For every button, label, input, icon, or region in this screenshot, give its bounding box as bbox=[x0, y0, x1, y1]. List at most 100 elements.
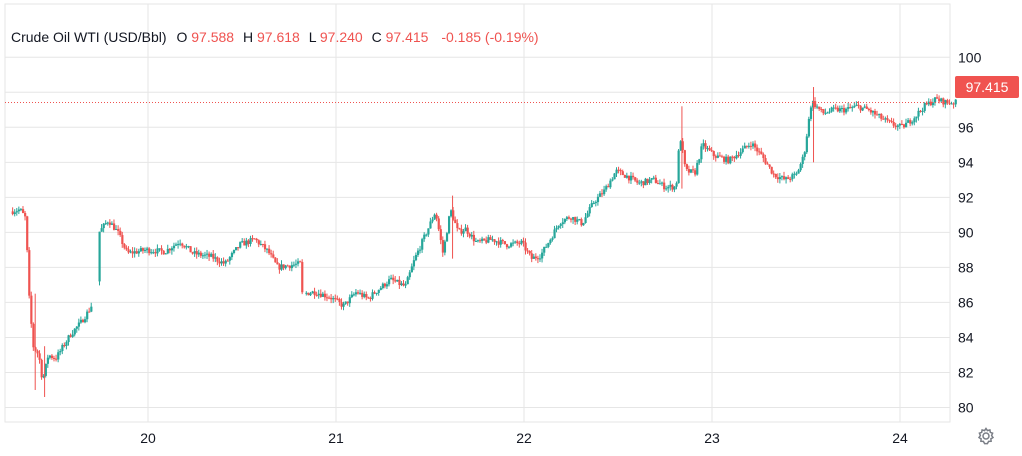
candle-body bbox=[466, 227, 469, 234]
candle-body bbox=[234, 247, 238, 251]
candle-body bbox=[675, 183, 678, 187]
candle-body bbox=[489, 237, 492, 240]
candle-body bbox=[816, 106, 819, 108]
candle-body bbox=[476, 240, 480, 242]
candle-body bbox=[439, 229, 442, 241]
candle-body bbox=[669, 184, 672, 187]
candle-body bbox=[857, 104, 860, 106]
candle-body bbox=[536, 258, 540, 260]
candle-body bbox=[855, 104, 858, 106]
candle-body bbox=[921, 110, 924, 112]
candle-body bbox=[363, 294, 366, 297]
candle-body bbox=[882, 118, 885, 120]
candle-body bbox=[491, 239, 494, 241]
low-label: L bbox=[308, 29, 316, 45]
candle-body bbox=[40, 359, 43, 378]
candle-body bbox=[894, 125, 897, 127]
candle-body bbox=[226, 260, 229, 262]
candle-body bbox=[429, 221, 432, 229]
candle-body bbox=[410, 266, 413, 273]
candle-body bbox=[359, 292, 362, 294]
y-tick-label: 100 bbox=[958, 49, 982, 65]
candle-body bbox=[783, 176, 786, 180]
candle-body bbox=[321, 293, 325, 297]
candle-body bbox=[270, 253, 273, 255]
candle-body bbox=[627, 175, 631, 181]
candle-body bbox=[805, 136, 808, 153]
candle-body bbox=[520, 240, 523, 244]
candle-body bbox=[613, 173, 616, 180]
candle-body bbox=[317, 293, 320, 296]
candle-body bbox=[909, 120, 912, 124]
candle-body bbox=[735, 155, 738, 159]
candle-body bbox=[522, 240, 525, 243]
candle-body bbox=[75, 326, 78, 329]
candle-body bbox=[454, 219, 457, 224]
x-tick-label: 21 bbox=[328, 430, 344, 446]
candle-body bbox=[834, 107, 837, 109]
candle-body bbox=[73, 328, 76, 335]
candle-body bbox=[557, 225, 560, 228]
candle-body bbox=[720, 156, 724, 158]
candle-body bbox=[586, 213, 589, 218]
candle-body bbox=[646, 178, 649, 183]
candle-body bbox=[592, 202, 595, 204]
close-label: C bbox=[371, 29, 382, 45]
candle-body bbox=[667, 186, 670, 189]
candle-body bbox=[731, 156, 734, 158]
candle-body bbox=[526, 250, 529, 252]
gear-icon[interactable] bbox=[976, 426, 996, 446]
candle-body bbox=[832, 107, 835, 109]
candle-body bbox=[102, 223, 105, 229]
candle-body bbox=[842, 108, 846, 113]
candle-body bbox=[88, 311, 91, 313]
candle-body bbox=[284, 265, 287, 269]
candle-body bbox=[340, 301, 343, 307]
candle-body bbox=[479, 240, 482, 242]
candle-body bbox=[458, 228, 461, 230]
candle-body bbox=[762, 154, 765, 159]
candle-body bbox=[15, 211, 18, 213]
candle-body bbox=[156, 248, 159, 254]
candle-body bbox=[419, 249, 422, 251]
candle-body bbox=[338, 299, 341, 302]
candle-body bbox=[447, 216, 451, 234]
candle-body bbox=[460, 228, 463, 234]
candle-body bbox=[208, 253, 211, 257]
candle-body bbox=[580, 219, 583, 226]
candle-body bbox=[679, 141, 682, 151]
candle-body bbox=[30, 295, 33, 324]
candle-body bbox=[654, 177, 657, 184]
candle-body bbox=[392, 277, 395, 281]
candle-body bbox=[919, 110, 922, 112]
candle-body bbox=[640, 181, 643, 183]
candle-body bbox=[352, 294, 356, 296]
candle-body bbox=[276, 262, 279, 265]
candle-body bbox=[292, 264, 296, 266]
candle-body bbox=[274, 257, 277, 263]
candle-body bbox=[503, 241, 507, 245]
plot-frame bbox=[4, 3, 951, 423]
candle-body bbox=[619, 170, 622, 172]
candle-body bbox=[547, 243, 550, 247]
candle-body bbox=[160, 248, 163, 251]
candle-body bbox=[588, 207, 591, 214]
candle-body bbox=[927, 101, 930, 105]
candle-body bbox=[251, 238, 254, 240]
candle-body bbox=[394, 280, 397, 282]
candle-body bbox=[425, 234, 428, 236]
candle-body bbox=[696, 162, 699, 175]
high-label: H bbox=[242, 29, 254, 45]
candle-body bbox=[348, 297, 351, 304]
candle-body bbox=[164, 253, 167, 255]
candle-body bbox=[776, 177, 779, 180]
candle-body bbox=[168, 248, 172, 251]
candle-body bbox=[255, 238, 258, 241]
candle-body bbox=[398, 279, 401, 286]
candle-body bbox=[760, 151, 763, 155]
candle-body bbox=[621, 171, 624, 176]
candle-body bbox=[445, 233, 449, 242]
candle-body bbox=[342, 303, 345, 307]
candle-body bbox=[578, 219, 581, 221]
